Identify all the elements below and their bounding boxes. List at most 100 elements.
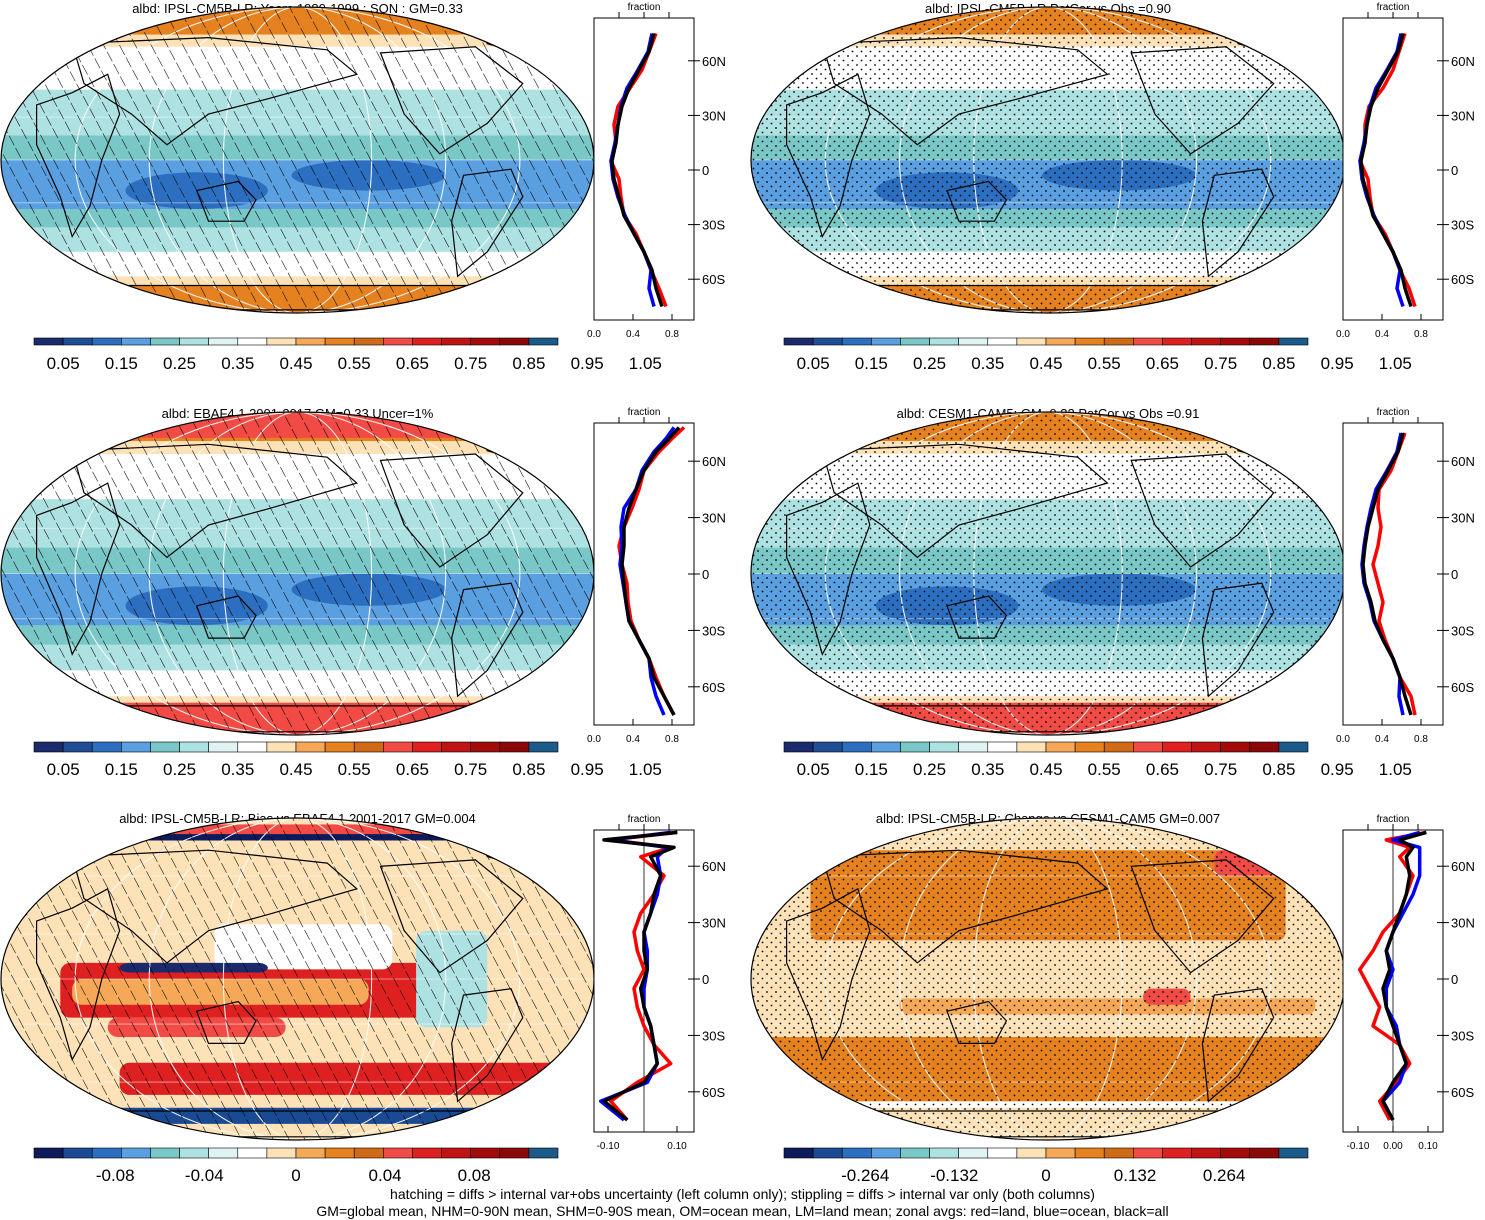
zonal-x-tick-label: 0.00 [1383,1141,1403,1152]
colorbar-swatch [929,741,959,753]
colorbar-label: 0.75 [1204,760,1237,779]
colorbar-label: -0.264 [841,1166,889,1185]
zonal-series-all [1361,432,1413,716]
colorbar-swatch [1045,741,1076,753]
stippling-overlay [751,818,1345,1140]
colorbar-swatch [1074,1147,1105,1159]
colorbar-swatch [441,1147,471,1159]
zonal-axis-label: fraction [628,2,661,13]
colorbar-swatch [929,1147,959,1159]
panel-bottom-right: albd: IPSL-CM5B-LR: Change vs CESM1-CAM5… [750,811,1475,1185]
colorbar-swatch [900,1147,930,1159]
colorbar: 0.05 0.15 0.25 0.35 0.45 0.55 0.65 0.75 0.85 0.95… [33,337,662,373]
zonal-y-tick-label: 30N [702,511,726,526]
colorbar-swatch [208,337,239,346]
colorbar: 0.05 0.15 0.25 0.35 0.45 0.55 0.65 0.75 0.85 0.95… [33,741,662,779]
colorbar-swatch [1278,1147,1309,1159]
colorbar-swatch [353,1147,384,1159]
zonal-y-tick-label: 60N [1451,454,1475,469]
colorbar-label: 0.75 [1204,354,1237,373]
zonal-x-tick-label: 0.10 [1418,1141,1438,1152]
colorbar-swatch [62,337,93,346]
colorbar-swatch [353,741,384,753]
zonal-x-tick-label: 0.8 [1414,734,1428,745]
footer-line-1: hatching = diffs > internal var+obs unce… [390,1186,1095,1202]
colorbar-swatch [179,337,209,346]
zonal-y-tick-label: 0 [1451,972,1458,987]
zonal-x-tick-label: 0.4 [1375,734,1389,745]
zonal-y-tick-label: 30S [1451,623,1474,638]
zonal-x-tick-label: 0.4 [626,734,640,745]
colorbar-swatch [179,1147,209,1159]
colorbar-swatch [1074,741,1105,753]
zonal-x-tick-label: 0.8 [1414,329,1428,340]
colorbar-swatch [841,741,872,753]
colorbar-swatch [1103,741,1134,753]
colorbar-swatch [91,741,122,753]
colorbar-label: 0.132 [1114,1166,1157,1185]
zonal-y-tick-label: 60N [702,454,726,469]
zonal-mean-plot: fraction 60N 30N 0 30S 60S 0.0 0.4 0.8 [1336,407,1475,745]
colorbar-label: 0.15 [105,354,138,373]
zonal-mean-plot: fraction 60N 30N 0 30S 60S 0.0 0.4 0.8 [1336,2,1475,340]
colorbar-swatch [987,741,1018,753]
zonal-y-tick-label: 30S [1451,218,1474,233]
zonal-y-tick-label: 30S [1451,1028,1474,1043]
zonal-y-tick-label: 60N [1451,859,1475,874]
colorbar-swatch [1133,741,1163,753]
colorbar-swatch [412,1147,442,1159]
colorbar-label: 0.85 [1262,760,1295,779]
zonal-y-tick-label: 30N [1451,916,1475,931]
zonal-y-tick-label: 30N [702,916,726,931]
colorbar-swatch [1249,741,1280,753]
zonal-axis-label: fraction [628,407,661,418]
zonal-series-all [1381,830,1427,1121]
colorbar-label: 0 [291,1166,300,1185]
zonal-y-tick-label: 60S [1451,1085,1474,1100]
colorbar-label: 0.65 [1146,354,1179,373]
colorbar-swatch [266,1147,297,1159]
colorbar-swatch [237,741,268,753]
colorbar-swatch [528,741,559,753]
colorbar-label: 0.55 [1088,354,1121,373]
zonal-mean-plot: fraction 60N 30N 0 30S 60S -0.10 0.00 0.10 [1342,814,1475,1152]
zonal-y-tick-label: 30N [1451,108,1475,123]
colorbar-swatch [929,337,959,346]
colorbar-swatch [987,337,1018,346]
colorbar-label: 0.25 [163,760,196,779]
colorbar-swatch [528,337,559,346]
colorbar: 0.05 0.15 0.25 0.35 0.45 0.55 0.65 0.75 0.85 0.95… [783,741,1412,779]
colorbar-swatch [383,741,413,753]
colorbar-swatch [295,741,326,753]
zonal-x-tick-label: 0.4 [1375,329,1389,340]
zonal-x-tick-label: 0.0 [587,734,601,745]
colorbar-swatch [1045,337,1076,346]
colorbar-swatch [871,337,901,346]
colorbar-label: 0.05 [797,760,830,779]
colorbar-label: 0.04 [369,1166,402,1185]
colorbar-swatch [295,337,326,346]
hatching-overlay [1,818,594,1140]
colorbar-label: 0 [1041,1166,1050,1185]
colorbar-label: -0.08 [96,1166,135,1185]
colorbar-label: 0.55 [338,354,371,373]
colorbar-swatch [841,1147,872,1159]
colorbar-swatch [266,337,297,346]
colorbar-label: 1.05 [1379,354,1412,373]
zonal-y-tick-label: 60S [702,1085,725,1100]
colorbar-swatch [841,337,872,346]
colorbar-swatch [1278,741,1309,753]
colorbar-swatch [812,1147,843,1159]
zonal-mean-plot: fraction 60N 30N 0 30S 60S 0.0 0.4 0.8 [587,2,726,340]
colorbar-swatch [1249,337,1280,346]
zonal-y-tick-label: 0 [702,163,709,178]
zonal-series-all [602,830,678,1122]
colorbar-swatch [1278,337,1309,346]
panel-mid-right: albd: CESM1-CAM5: GM=0.32 PatCor vs Obs … [750,406,1475,779]
zonal-y-tick-label: 0 [702,972,709,987]
zonal-mean-plot: fraction 60N 30N 0 30S 60S 0.0 0.4 0.8 [587,407,726,745]
zonal-axis-label: fraction [1377,2,1410,13]
colorbar-swatch [528,1147,559,1159]
zonal-series-all [620,426,681,716]
colorbar-label: 0.05 [797,354,830,373]
